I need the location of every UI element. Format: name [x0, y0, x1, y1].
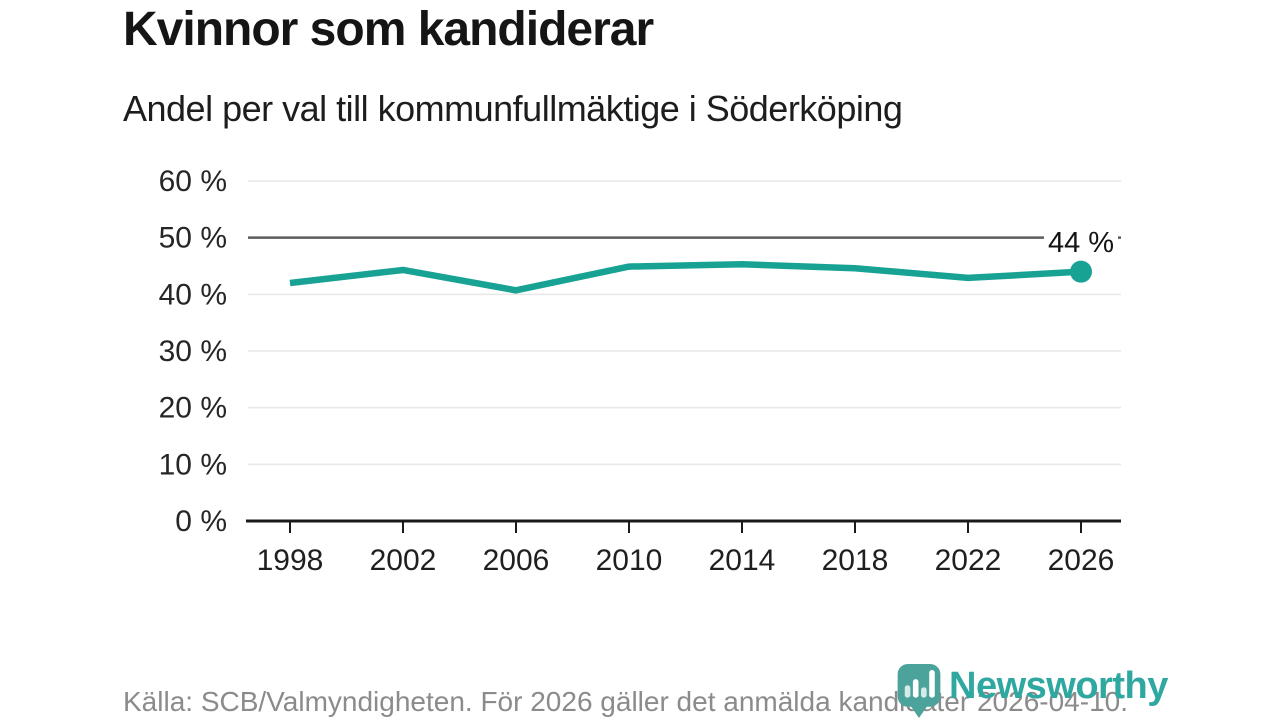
end-value-label: 44 % [1048, 227, 1114, 259]
x-tick-label: 2002 [370, 544, 437, 577]
y-tick-label: 50 % [159, 222, 227, 255]
x-tick-label: 1998 [257, 544, 324, 577]
x-tick-label: 2026 [1048, 544, 1115, 577]
x-tick-label: 2022 [935, 544, 1002, 577]
source-note: Källa: SCB/Valmyndigheten. För 2026 gäll… [123, 686, 1128, 717]
logo-bar-1 [904, 685, 911, 698]
x-tick-label: 2018 [822, 544, 889, 577]
y-tick-label: 0 % [175, 505, 227, 538]
page-title: Kvinnor som kandiderar [123, 3, 654, 56]
logo-pin-tip [909, 704, 929, 718]
y-tick-label: 20 % [159, 392, 227, 425]
brand-wordmark: Newsworthy [949, 665, 1168, 707]
page-subtitle: Andel per val till kommunfullmäktige i S… [123, 88, 903, 129]
data-line [289, 261, 1082, 294]
x-tick-label: 2014 [709, 544, 776, 577]
y-tick-label: 60 % [159, 165, 227, 198]
y-tick-label: 30 % [159, 335, 227, 368]
x-tick-label: 2006 [483, 544, 550, 577]
y-tick-label: 40 % [159, 278, 227, 311]
end-label-bg [1044, 224, 1118, 257]
end-point-dot [1070, 260, 1092, 283]
logo-bar-2 [912, 679, 919, 698]
logo-bar-3 [921, 687, 927, 698]
newsworthy-logo: Newsworthy [896, 663, 1168, 720]
y-tick-label: 10 % [159, 448, 227, 481]
x-tick-label: 2010 [596, 544, 663, 577]
bar-chart-pin-icon [897, 664, 941, 718]
logo-bar-4 [929, 670, 935, 698]
